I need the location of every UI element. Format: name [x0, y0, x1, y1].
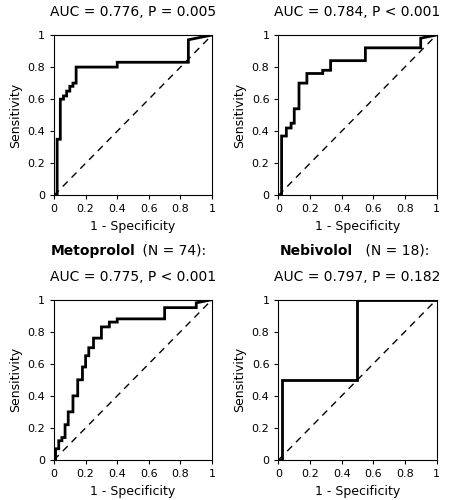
Text: AUC = 0.775, P < 0.001: AUC = 0.775, P < 0.001 — [50, 270, 216, 283]
Y-axis label: Sensitivity: Sensitivity — [233, 82, 246, 148]
Y-axis label: Sensitivity: Sensitivity — [9, 82, 22, 148]
Text: (N = 74):: (N = 74): — [139, 244, 207, 258]
Text: AUC = 0.776, P = 0.005: AUC = 0.776, P = 0.005 — [50, 5, 216, 19]
Text: AUC = 0.797, P = 0.182: AUC = 0.797, P = 0.182 — [274, 270, 441, 283]
Text: AUC = 0.784, P < 0.001: AUC = 0.784, P < 0.001 — [274, 5, 441, 19]
Text: Metoprolol: Metoprolol — [51, 244, 136, 258]
Text: Nebivolol: Nebivolol — [279, 244, 352, 258]
Text: (N = 18):: (N = 18): — [361, 244, 429, 258]
Y-axis label: Sensitivity: Sensitivity — [9, 347, 22, 412]
X-axis label: 1 - Specificity: 1 - Specificity — [315, 220, 400, 233]
X-axis label: 1 - Specificity: 1 - Specificity — [315, 484, 400, 498]
X-axis label: 1 - Specificity: 1 - Specificity — [90, 220, 176, 233]
Y-axis label: Sensitivity: Sensitivity — [233, 347, 246, 412]
X-axis label: 1 - Specificity: 1 - Specificity — [90, 484, 176, 498]
